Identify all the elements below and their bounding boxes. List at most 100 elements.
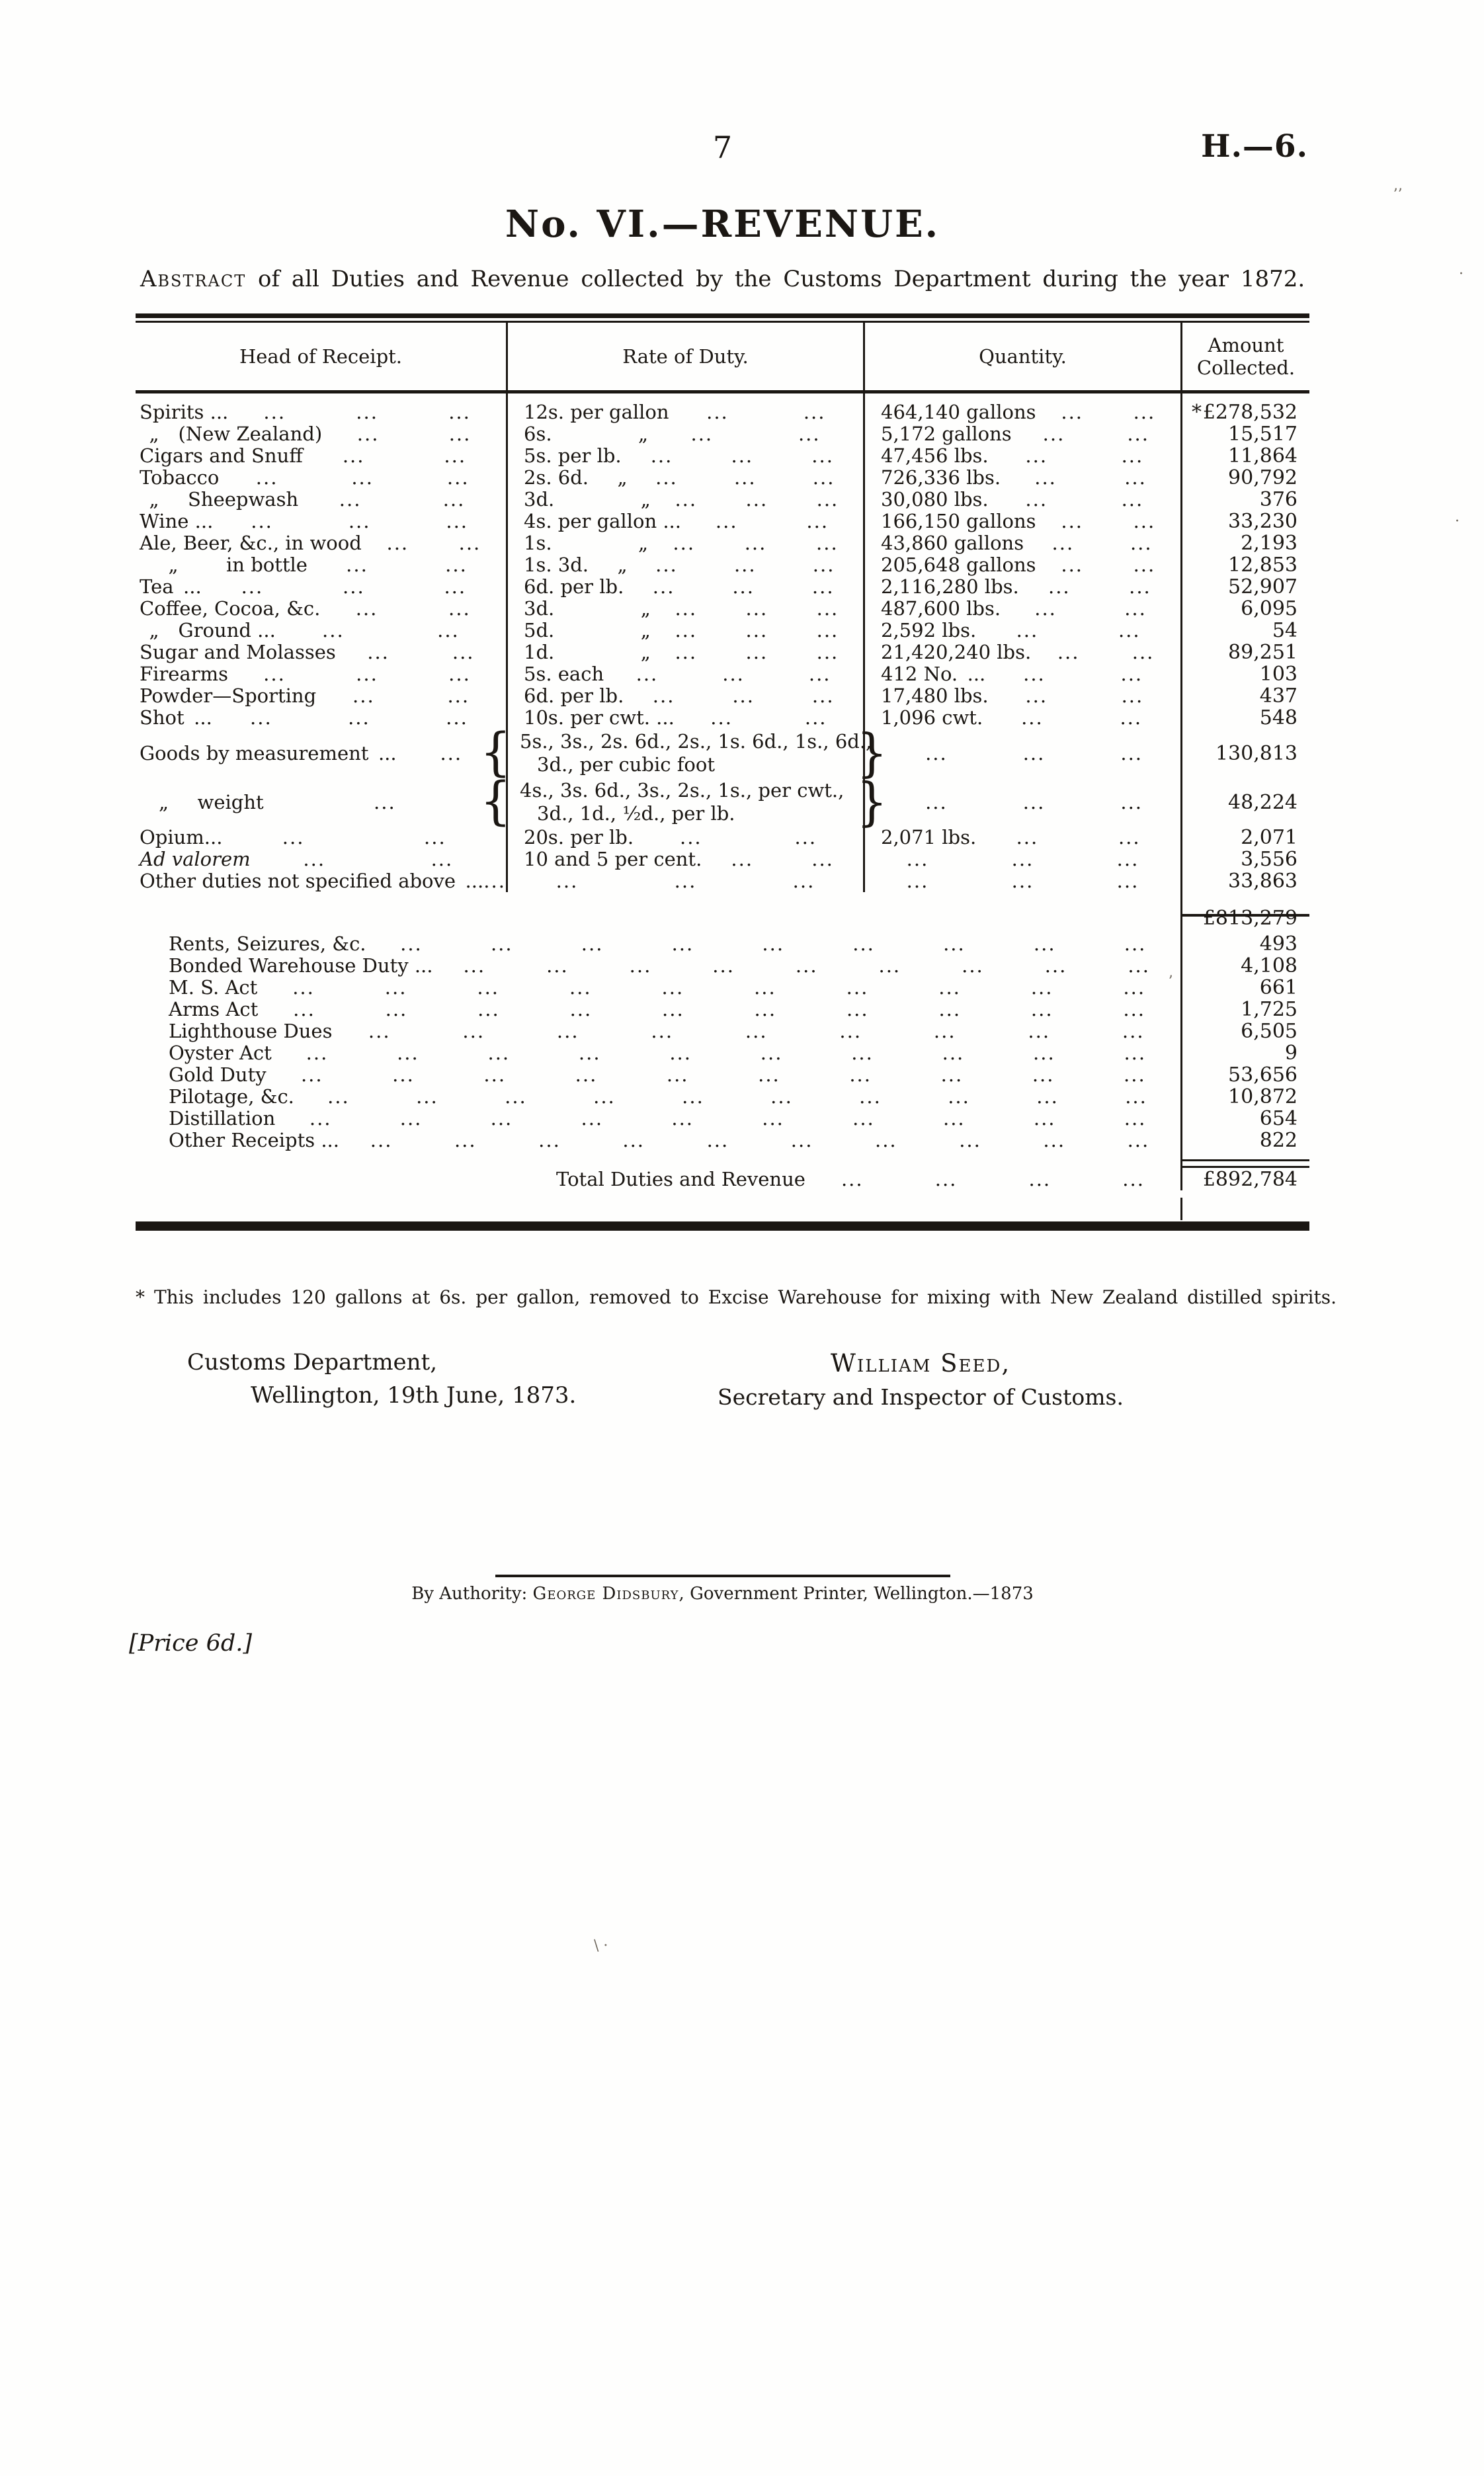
dot-leader: ...: [352, 684, 375, 707]
dot-leader: ...: [754, 998, 777, 1020]
table-row: Gold Duty.............................. 5…: [136, 1064, 1309, 1086]
dot-leader: ...: [662, 998, 684, 1020]
table-row: Tea ............ 6d. per lb.......... 2,…: [136, 576, 1309, 598]
dot-leader: ...: [556, 870, 579, 892]
scan-artifact: ·: [1459, 266, 1463, 282]
dot-leader: ...: [306, 1042, 329, 1064]
dot-leader: ...: [448, 597, 471, 620]
dot-leader: ...: [1030, 976, 1053, 999]
dot-leader: ...: [1022, 741, 1046, 764]
dot-leader: ...: [446, 510, 469, 532]
table-row: Bonded Warehouse Duty ..................…: [136, 955, 1309, 977]
footnote-text: This includes 120 gallons at 6s. per gal…: [154, 1286, 1337, 1308]
row-rate: 20s. per lb.: [524, 826, 634, 848]
row-head: Distillation: [169, 1107, 276, 1130]
table-row: Other Receipts .........................…: [136, 1130, 1309, 1151]
dot-leader: ...: [1025, 444, 1048, 467]
dot-leader: ...: [1121, 444, 1144, 467]
dot-leader: ...: [569, 998, 593, 1020]
row-head: Spirits ...: [140, 401, 229, 423]
row-rate: 5s. per lb.: [524, 444, 622, 467]
dot-leader: ...: [241, 575, 264, 598]
row-amount: 12,853: [1180, 554, 1309, 576]
dot-leader: ...: [715, 510, 738, 532]
dot-leader: ...: [448, 663, 471, 685]
dot-leader: ...: [652, 684, 675, 707]
dot-leader: ...: [1030, 998, 1053, 1020]
dot-leader: ...: [1016, 826, 1039, 848]
row-rate: 3d. „: [524, 488, 651, 511]
dot-leader: ...: [1051, 532, 1075, 554]
row-head: Arms Act: [169, 998, 259, 1020]
dot-leader: ...: [790, 1129, 813, 1151]
scan-artifact: \ ·: [594, 1938, 608, 1954]
dot-leader: ...: [852, 932, 875, 955]
dot-leader: ...: [816, 641, 839, 663]
dot-leader: ...: [367, 641, 390, 663]
dot-leader: ...: [798, 423, 821, 445]
row-rate: 4s. per gallon ...: [524, 510, 681, 532]
dot-leader: ...: [397, 1042, 419, 1064]
dot-leader: ...: [682, 1085, 704, 1108]
row-rate-line1: 5s., 3s., 2s. 6d., 2s., 1s. 6d., 1s., 6d…: [520, 730, 872, 753]
dot-leader: ...: [400, 932, 423, 955]
dot-leader: ...: [811, 684, 835, 707]
row-head: „ (New Zealand): [140, 423, 323, 445]
row-quantity: 2,116,280 lbs.: [881, 575, 1019, 598]
table-row: Spirits ............ 12s. per gallon....…: [136, 401, 1309, 423]
dot-leader: ...: [1120, 663, 1143, 685]
row-quantity: 2,592 lbs.: [881, 619, 977, 641]
dot-leader: ...: [878, 954, 901, 977]
dot-leader: ...: [327, 1085, 350, 1108]
dot-leader: ...: [1122, 1167, 1145, 1190]
row-head: Coffee, Cocoa, &c.: [140, 597, 321, 620]
dot-leader: ...: [250, 706, 272, 729]
dot-leader: ...: [477, 998, 500, 1020]
price-note: [Price 6d.]: [129, 1630, 253, 1657]
scan-artifact: ·: [1455, 513, 1460, 530]
dot-leader: ...: [1033, 1042, 1055, 1064]
dot-leader: ...: [673, 532, 696, 554]
row-amount: 3,556: [1180, 848, 1309, 870]
table-row: „ in bottle...... 1s. 3d. „......... 205…: [136, 554, 1309, 576]
dot-leader: ...: [671, 932, 694, 955]
table-row: Powder—Sporting...... 6d. per lb........…: [136, 685, 1309, 707]
dot-leader: ...: [906, 870, 929, 892]
row-amount: 11,864: [1180, 445, 1309, 467]
row-amount: 33,863: [1180, 870, 1309, 892]
table-row: „ Sheepwash...... 3d. „......... 30,080 …: [136, 489, 1309, 511]
dot-leader: ...: [661, 976, 684, 999]
table-row: „ weight{... 4s., 3s. 6d., 3s., 2s., 1s.…: [136, 776, 1309, 828]
dot-leader: ...: [343, 575, 365, 598]
row-quantity: 17,480 lbs.: [881, 684, 989, 707]
header-bottom-rule: [136, 390, 1309, 393]
total-amount: £892,784: [1180, 1168, 1309, 1190]
row-head: Gold Duty: [169, 1063, 267, 1086]
row-rate: 6s. „: [524, 423, 649, 445]
row-amount: 90,792: [1180, 467, 1309, 489]
dot-leader: ...: [575, 1063, 598, 1086]
dot-leader: ...: [1124, 1107, 1147, 1130]
scan-artifact: ʼ: [1168, 973, 1173, 990]
table-row: Oyster Act..............................…: [136, 1042, 1309, 1064]
dot-leader: ...: [733, 554, 757, 576]
dot-leader: ...: [816, 532, 839, 554]
table-row: „ (New Zealand)...... 6s. „...... 5,172 …: [136, 423, 1309, 445]
row-quantity: 47,456 lbs.: [881, 444, 989, 467]
footnote-marker: *: [136, 1286, 145, 1308]
table-header-row: Head of Receipt. Rate of Duty. Quantity.…: [136, 323, 1309, 390]
department-line2: Wellington, 19th June, 1873.: [251, 1382, 577, 1409]
dot-leader: ...: [1122, 1020, 1145, 1042]
row-head: M. S. Act: [169, 976, 258, 999]
row-head: Wine ...: [140, 510, 214, 532]
row-rate: 5d. „: [524, 619, 651, 641]
row-quantity: 43,860 gallons: [881, 532, 1024, 554]
dot-leader: ...: [569, 976, 592, 999]
department-address: Customs Department, Wellington, 19th Jun…: [187, 1349, 576, 1409]
row-head: „ Ground ...: [140, 619, 276, 641]
spacer-row: [136, 892, 1309, 917]
row-rate: 2s. 6d. „: [524, 466, 628, 489]
dot-leader: ...: [1061, 554, 1084, 576]
dot-leader: ...: [1129, 575, 1151, 598]
page-header: 7 H.—6.: [136, 128, 1309, 172]
